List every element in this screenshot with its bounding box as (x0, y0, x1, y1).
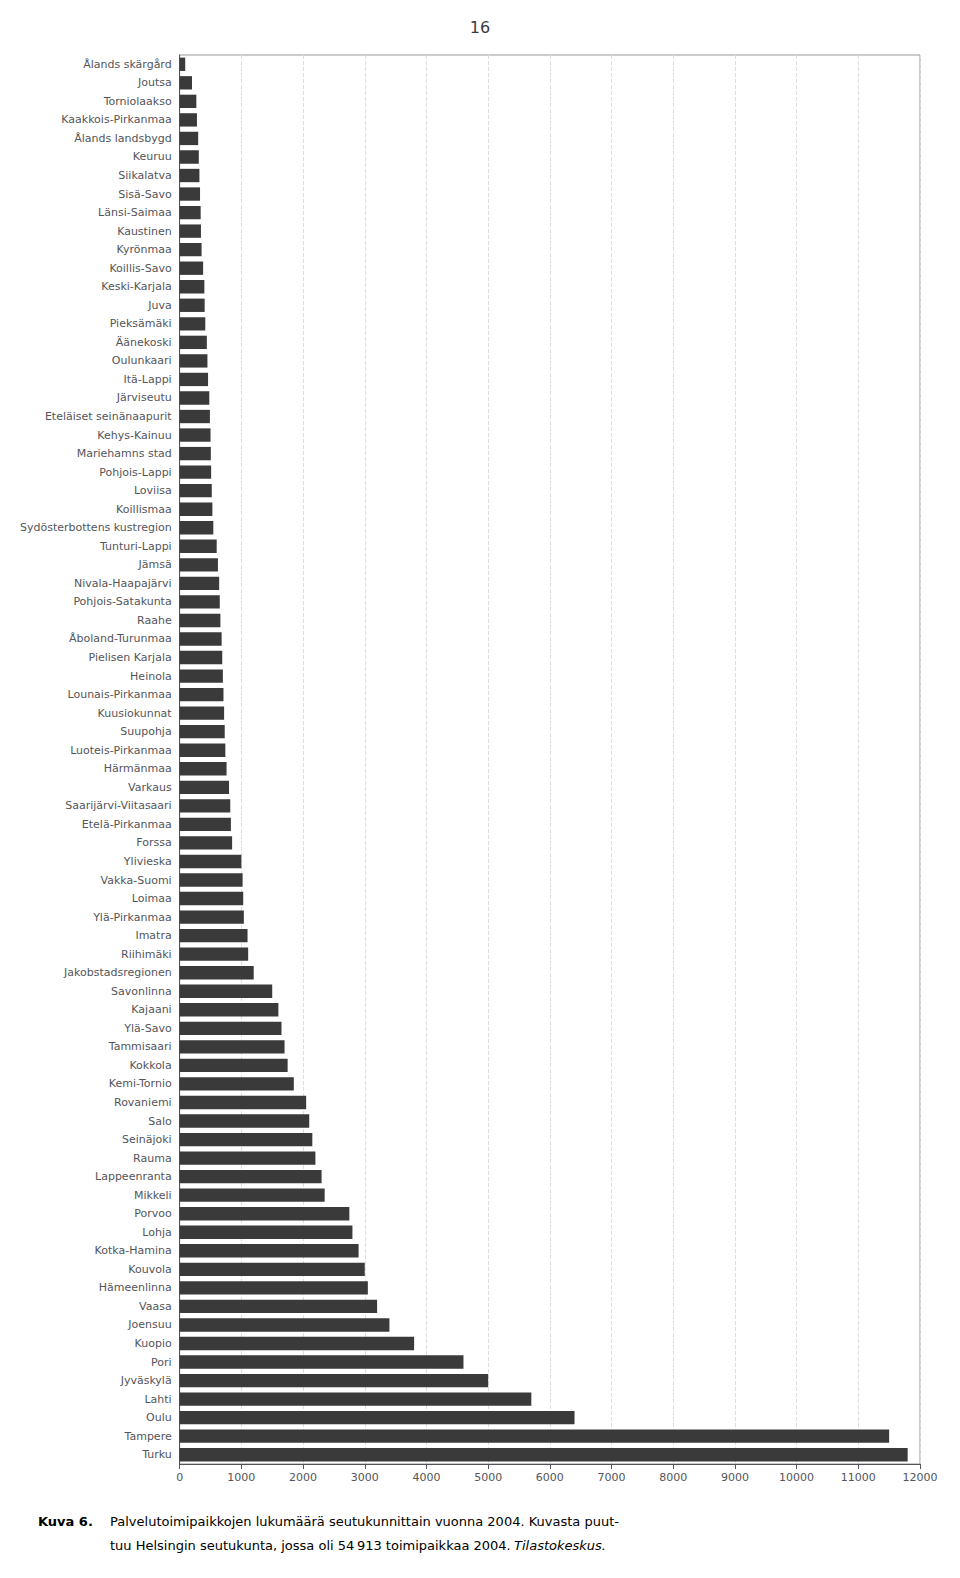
svg-text:5000: 5000 (474, 1471, 502, 1484)
svg-text:Jakobstadsregionen: Jakobstadsregionen (63, 966, 172, 979)
svg-text:Vakka-Suomi: Vakka-Suomi (101, 874, 172, 887)
svg-text:Riihimäki: Riihimäki (121, 948, 172, 961)
svg-text:Kajaani: Kajaani (131, 1003, 171, 1016)
svg-text:Mariehamns stad: Mariehamns stad (77, 447, 172, 460)
svg-text:Oulu: Oulu (146, 1411, 172, 1424)
svg-text:Lappeenranta: Lappeenranta (95, 1170, 172, 1183)
svg-text:Etelä-Pirkanmaa: Etelä-Pirkanmaa (82, 818, 172, 831)
svg-text:Saarijärvi-Viitasaari: Saarijärvi-Viitasaari (65, 799, 172, 812)
svg-text:Porvoo: Porvoo (134, 1207, 172, 1220)
svg-text:7000: 7000 (598, 1471, 626, 1484)
svg-text:Tammisaari: Tammisaari (108, 1040, 172, 1053)
svg-text:Lahti: Lahti (144, 1393, 171, 1406)
svg-text:Keski-Karjala: Keski-Karjala (101, 280, 171, 293)
svg-text:Hämeenlinna: Hämeenlinna (99, 1281, 172, 1294)
svg-text:Eteläiset seinänaapurit: Eteläiset seinänaapurit (45, 410, 172, 423)
svg-text:Keuruu: Keuruu (133, 150, 172, 163)
svg-text:Torniolaakso: Torniolaakso (103, 95, 172, 108)
svg-text:9000: 9000 (721, 1471, 749, 1484)
svg-text:Itä-Lappi: Itä-Lappi (124, 373, 172, 386)
svg-text:Kuva 6.: Kuva 6. (38, 1514, 93, 1529)
svg-text:Jämsä: Jämsä (138, 558, 172, 571)
svg-text:Seinäjoki: Seinäjoki (122, 1133, 172, 1146)
svg-text:2000: 2000 (289, 1471, 317, 1484)
svg-text:Ålands landsbygd: Ålands landsbygd (74, 132, 171, 145)
svg-text:Ylivieska: Ylivieska (123, 855, 172, 868)
svg-text:tuu Helsingin seutukunta, joss: tuu Helsingin seutukunta, jossa oli 54 9… (110, 1538, 511, 1553)
svg-text:Joutsa: Joutsa (137, 76, 172, 89)
svg-text:Rauma: Rauma (133, 1152, 172, 1165)
svg-text:Loviisa: Loviisa (134, 484, 172, 497)
svg-text:Jyväskylä: Jyväskylä (120, 1374, 172, 1387)
svg-text:Åboland-Turunmaa: Åboland-Turunmaa (69, 632, 172, 645)
svg-text:Kaakkois-Pirkanmaa: Kaakkois-Pirkanmaa (61, 113, 171, 126)
svg-text:Ålands skärgård: Ålands skärgård (83, 58, 172, 71)
svg-text:10000: 10000 (779, 1471, 814, 1484)
svg-text:Rovaniemi: Rovaniemi (114, 1096, 172, 1109)
svg-text:Kouvola: Kouvola (128, 1263, 171, 1276)
svg-text:12000: 12000 (903, 1471, 938, 1484)
svg-text:Pielisen Karjala: Pielisen Karjala (89, 651, 172, 664)
svg-text:6000: 6000 (536, 1471, 564, 1484)
svg-text:Pohjois-Lappi: Pohjois-Lappi (99, 466, 171, 479)
svg-text:Kokkola: Kokkola (129, 1059, 171, 1072)
svg-text:Juva: Juva (147, 299, 171, 312)
svg-text:Pori: Pori (151, 1356, 172, 1369)
svg-text:16: 16 (470, 18, 490, 37)
svg-text:Ylä-Savo: Ylä-Savo (123, 1022, 172, 1035)
svg-text:Varkaus: Varkaus (128, 781, 172, 794)
svg-text:Raahe: Raahe (137, 614, 172, 627)
svg-text:Järviseutu: Järviseutu (116, 391, 172, 404)
svg-text:Loimaa: Loimaa (132, 892, 172, 905)
svg-text:Kuopio: Kuopio (135, 1337, 172, 1350)
svg-text:Oulunkaari: Oulunkaari (112, 354, 172, 367)
svg-text:Pieksämäki: Pieksämäki (110, 317, 172, 330)
svg-text:8000: 8000 (659, 1471, 687, 1484)
svg-text:Härmänmaa: Härmänmaa (104, 762, 172, 775)
svg-text:Kehys-Kainuu: Kehys-Kainuu (97, 429, 171, 442)
svg-text:Savonlinna: Savonlinna (111, 985, 172, 998)
svg-text:Luoteis-Pirkanmaa: Luoteis-Pirkanmaa (70, 744, 172, 757)
svg-text:Siikalatva: Siikalatva (118, 169, 171, 182)
svg-text:Koillismaa: Koillismaa (116, 503, 172, 516)
svg-text:Länsi-Saimaa: Länsi-Saimaa (98, 206, 172, 219)
svg-text:Heinola: Heinola (130, 670, 172, 683)
svg-text:Ylä-Pirkanmaa: Ylä-Pirkanmaa (92, 911, 172, 924)
svg-text:11000: 11000 (841, 1471, 876, 1484)
svg-text:Lounais-Pirkanmaa: Lounais-Pirkanmaa (68, 688, 172, 701)
svg-text:Forssa: Forssa (136, 836, 171, 849)
svg-text:Koillis-Savo: Koillis-Savo (109, 262, 172, 275)
svg-text:Nivala-Haapajärvi: Nivala-Haapajärvi (74, 577, 172, 590)
svg-text:Imatra: Imatra (135, 929, 171, 942)
svg-text:4000: 4000 (412, 1471, 440, 1484)
svg-text:Palvelutoimipaikkojen lukumäär: Palvelutoimipaikkojen lukumäärä seutukun… (110, 1514, 619, 1529)
svg-text:Äänekoski: Äänekoski (116, 336, 172, 349)
svg-text:Sisä-Savo: Sisä-Savo (118, 188, 172, 201)
svg-text:Joensuu: Joensuu (127, 1318, 171, 1331)
svg-text:Mikkeli: Mikkeli (134, 1189, 172, 1202)
svg-text:Sydösterbottens kustregion: Sydösterbottens kustregion (20, 521, 172, 534)
svg-text:Kotka-Hamina: Kotka-Hamina (95, 1244, 172, 1257)
svg-text:Turku: Turku (141, 1448, 172, 1461)
svg-text:Tampere: Tampere (124, 1430, 172, 1443)
svg-text:Pohjois-Satakunta: Pohjois-Satakunta (73, 595, 171, 608)
svg-text:Kemi-Tornio: Kemi-Tornio (109, 1077, 172, 1090)
svg-text:0: 0 (176, 1471, 183, 1484)
svg-text:Tunturi-Lappi: Tunturi-Lappi (99, 540, 172, 553)
svg-text:Suupohja: Suupohja (120, 725, 171, 738)
svg-text:Tilastokeskus.: Tilastokeskus. (514, 1538, 606, 1553)
svg-text:Kyrönmaa: Kyrönmaa (117, 243, 172, 256)
svg-text:Kaustinen: Kaustinen (117, 225, 172, 238)
svg-text:Lohja: Lohja (142, 1226, 171, 1239)
svg-text:Kuusiokunnat: Kuusiokunnat (98, 707, 173, 720)
svg-text:1000: 1000 (227, 1471, 255, 1484)
svg-text:Vaasa: Vaasa (139, 1300, 172, 1313)
svg-text:Salo: Salo (148, 1115, 172, 1128)
svg-text:3000: 3000 (351, 1471, 379, 1484)
